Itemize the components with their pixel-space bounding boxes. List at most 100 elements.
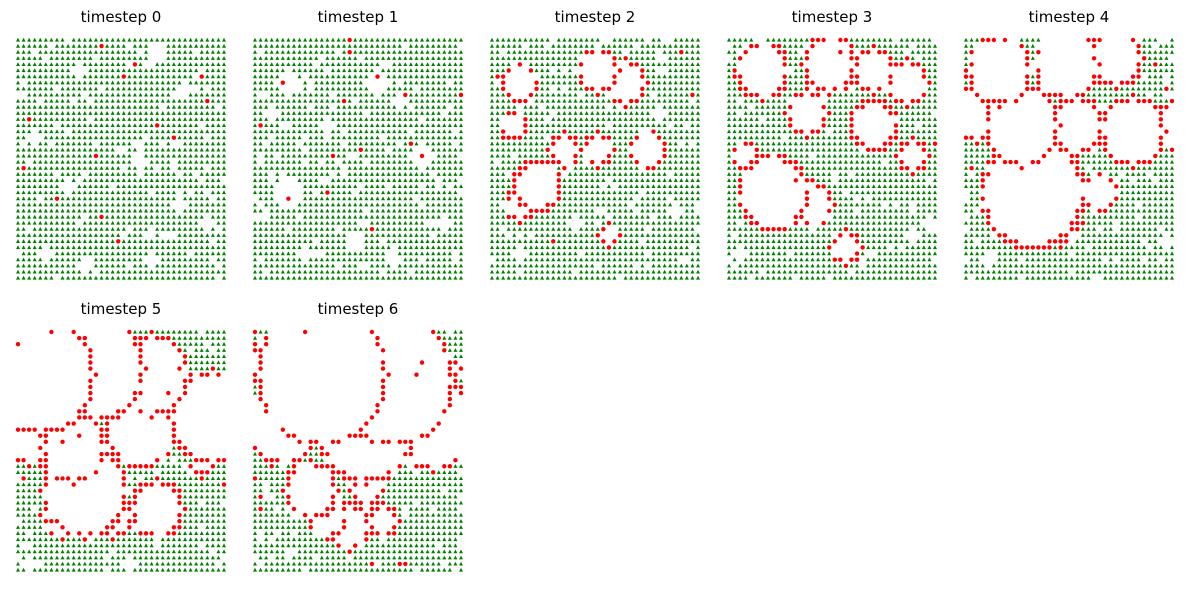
tree-cell xyxy=(127,220,132,225)
tree-cell xyxy=(16,86,20,91)
tree-cell xyxy=(534,98,539,103)
tree-cell xyxy=(336,184,341,189)
tree-cell xyxy=(194,80,199,85)
tree-cell xyxy=(27,245,32,250)
tree-cell xyxy=(216,129,221,134)
tree-cell xyxy=(403,37,408,42)
tree-cell xyxy=(442,92,447,97)
tree-cell xyxy=(662,74,667,79)
fire-cell xyxy=(854,80,860,85)
tree-cell xyxy=(629,208,634,213)
tree-cell xyxy=(286,239,291,243)
tree-cell xyxy=(93,275,98,280)
tree-cell xyxy=(910,263,915,268)
tree-cell xyxy=(877,263,882,268)
tree-cell xyxy=(105,123,110,128)
tree-cell xyxy=(888,226,893,231)
tree-cell xyxy=(49,153,54,158)
tree-cell xyxy=(618,251,623,256)
tree-cell xyxy=(286,111,291,115)
tree-cell xyxy=(66,56,71,60)
tree-cell xyxy=(364,196,369,201)
tree-cell xyxy=(155,190,160,195)
tree-cell xyxy=(933,68,937,73)
tree-cell xyxy=(927,165,932,170)
tree-cell xyxy=(269,165,274,170)
tree-cell xyxy=(319,172,324,176)
fire-cell xyxy=(776,92,782,98)
tree-cell xyxy=(392,190,397,195)
tree-cell xyxy=(673,147,678,152)
tree-cell xyxy=(353,251,358,256)
fire-cell xyxy=(893,135,899,140)
tree-cell xyxy=(280,165,285,170)
tree-cell xyxy=(556,117,561,121)
tree-cell xyxy=(506,98,511,103)
tree-cell xyxy=(534,117,539,121)
tree-cell xyxy=(690,50,695,54)
tree-cell xyxy=(116,92,121,97)
tree-cell xyxy=(634,269,639,274)
tree-cell xyxy=(447,159,452,164)
tree-cell xyxy=(297,117,302,121)
tree-cell xyxy=(49,275,54,280)
tree-cell xyxy=(21,68,26,73)
tree-cell xyxy=(21,214,26,219)
tree-cell xyxy=(319,135,324,140)
tree-cell xyxy=(222,129,226,134)
tree-cell xyxy=(342,104,347,109)
tree-cell xyxy=(651,239,656,243)
tree-cell xyxy=(662,184,667,189)
tree-cell xyxy=(93,129,98,134)
tree-cell xyxy=(364,147,369,152)
tree-cell xyxy=(425,214,430,219)
tree-cell xyxy=(921,263,926,268)
tree-cell xyxy=(381,92,386,97)
tree-cell xyxy=(634,233,639,237)
tree-cell xyxy=(673,159,678,164)
tree-cell xyxy=(342,37,347,42)
tree-cell xyxy=(843,208,848,213)
tree-cell xyxy=(905,226,910,231)
fire-cell xyxy=(523,129,528,134)
tree-cell xyxy=(623,178,628,182)
tree-cell xyxy=(93,80,98,85)
tree-cell xyxy=(381,141,386,146)
tree-cell xyxy=(364,251,369,256)
tree-cell xyxy=(71,80,76,85)
tree-cell xyxy=(205,50,210,54)
tree-cell xyxy=(567,117,572,121)
tree-cell xyxy=(132,147,137,152)
tree-cell xyxy=(397,50,402,54)
tree-cell xyxy=(696,37,700,42)
tree-cell xyxy=(171,196,176,201)
tree-cell xyxy=(910,269,915,274)
tree-cell xyxy=(381,68,386,73)
tree-cell xyxy=(105,62,110,67)
tree-cell xyxy=(696,104,700,109)
tree-cell xyxy=(375,98,380,103)
tree-cell xyxy=(490,172,494,176)
tree-cell xyxy=(595,172,600,176)
tree-cell xyxy=(144,245,149,250)
tree-cell xyxy=(490,147,494,152)
tree-cell xyxy=(668,165,673,170)
tree-cell xyxy=(264,68,269,73)
tree-cell xyxy=(353,202,358,207)
fire-cell xyxy=(893,129,899,134)
tree-cell xyxy=(210,56,215,60)
tree-cell xyxy=(916,251,921,256)
tree-cell xyxy=(871,263,876,268)
tree-cell xyxy=(447,68,452,73)
tree-cell xyxy=(495,43,500,48)
tree-cell xyxy=(788,245,793,250)
tree-cell xyxy=(696,159,700,164)
tree-cell xyxy=(216,141,221,146)
tree-cell xyxy=(49,214,54,219)
tree-cell xyxy=(280,233,285,237)
tree-cell xyxy=(843,159,848,164)
tree-cell xyxy=(336,214,341,219)
tree-cell xyxy=(110,62,115,67)
tree-cell xyxy=(696,263,700,268)
tree-cell xyxy=(506,178,511,182)
